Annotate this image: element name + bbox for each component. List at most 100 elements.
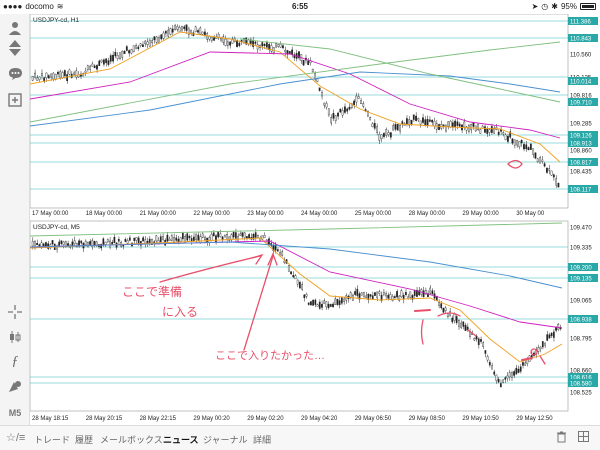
- bot-candle: [453, 313, 456, 321]
- top-candle: [472, 122, 475, 127]
- top-candle: [158, 37, 160, 43]
- bot-candle: [175, 237, 178, 241]
- chart-area[interactable]: USDJPY-cd, H1 111.386110.843110.560110.1…: [30, 14, 600, 425]
- top-candle: [220, 38, 222, 41]
- objects-icon[interactable]: [5, 376, 25, 396]
- top-candle: [405, 118, 408, 125]
- bot-candle: [429, 287, 432, 294]
- top-candle: [254, 41, 257, 44]
- bottom-price-box: [568, 263, 598, 271]
- top-candle: [66, 74, 69, 82]
- person-icon[interactable]: [5, 18, 25, 38]
- top-candle: [339, 108, 342, 113]
- top-candle: [532, 148, 535, 155]
- tab-trade[interactable]: トレード: [34, 435, 71, 445]
- buy-sell-icon[interactable]: [5, 38, 25, 58]
- top-candle: [146, 41, 149, 45]
- top-candle: [465, 126, 468, 131]
- top-candle: [263, 44, 266, 46]
- top-candle: [36, 77, 39, 81]
- bot-candle: [369, 294, 372, 297]
- bot-candle: [442, 307, 445, 313]
- bluetooth-icon: ✱: [551, 2, 558, 11]
- bot-candle: [548, 334, 551, 339]
- top-time-label: 23 May 00:00: [247, 211, 284, 217]
- bot-candle: [385, 293, 387, 297]
- function-icon[interactable]: ƒ: [11, 354, 19, 369]
- bot-candle: [398, 295, 401, 301]
- tab-details[interactable]: 詳細: [253, 435, 272, 445]
- annotation-arrow-1: [159, 255, 261, 283]
- bot-candle: [405, 291, 407, 295]
- top-candle: [137, 46, 140, 49]
- bot-candle: [201, 233, 204, 238]
- favorites-menu-icon[interactable]: ☆/≡: [6, 432, 26, 444]
- top-price-axis: 111.386110.843110.560110.135110.014109.8…: [568, 17, 598, 194]
- bottom-time-label: 29 May 06:50: [355, 416, 392, 422]
- top-chart[interactable]: USDJPY-cd, H1 111.386110.843110.560110.1…: [30, 14, 598, 217]
- top-candle: [96, 65, 98, 70]
- bot-candle: [526, 359, 529, 364]
- tab-history[interactable]: 履歴: [75, 435, 94, 445]
- bot-candle: [307, 302, 310, 305]
- top-candle: [112, 54, 114, 62]
- candlestick-icon[interactable]: [5, 327, 25, 347]
- top-candle: [284, 49, 287, 53]
- trash-icon[interactable]: [556, 431, 567, 446]
- bot-candle: [400, 290, 403, 297]
- top-candle: [513, 139, 516, 146]
- bottom-time-label: 29 May 08:50: [409, 416, 446, 422]
- top-candle: [190, 29, 192, 34]
- bottom-time-label: 29 May 10:50: [462, 416, 499, 422]
- tab-journal[interactable]: ジャーナル: [203, 435, 248, 445]
- bot-candle: [128, 237, 131, 241]
- top-candle: [45, 72, 48, 79]
- top-candle: [419, 120, 422, 125]
- top-candle: [387, 132, 390, 135]
- top-price-label: 110.560: [570, 53, 592, 59]
- bot-candle: [349, 292, 352, 298]
- top-candle: [555, 178, 557, 186]
- grid-icon[interactable]: [578, 431, 589, 445]
- add-chart-icon[interactable]: [5, 90, 25, 110]
- bot-candle: [552, 331, 555, 338]
- bot-candle: [411, 295, 414, 300]
- bot-candle: [263, 235, 266, 239]
- top-candle: [282, 45, 284, 49]
- top-candle: [226, 41, 229, 46]
- top-candle: [40, 73, 43, 76]
- bot-candle: [283, 260, 286, 263]
- bot-candle: [137, 237, 140, 244]
- bot-candle: [391, 296, 394, 302]
- top-candle: [523, 144, 525, 150]
- top-horizontal-lines[interactable]: [30, 20, 568, 190]
- battery-percent: 95%: [560, 2, 577, 11]
- bot-candle: [440, 303, 443, 309]
- bot-candle: [195, 233, 197, 240]
- top-candle: [167, 29, 170, 37]
- timeframe-button[interactable]: M5: [8, 408, 22, 418]
- chat-icon[interactable]: [5, 64, 25, 84]
- top-candle: [412, 114, 415, 120]
- crosshair-icon[interactable]: [5, 302, 25, 322]
- top-candle: [114, 52, 117, 57]
- top-candle: [31, 76, 34, 81]
- top-candle: [431, 119, 434, 123]
- top-candle: [399, 124, 401, 132]
- top-candle: [279, 43, 282, 48]
- top-candle: [550, 170, 553, 176]
- bot-candle: [223, 234, 226, 238]
- top-candle: [231, 38, 234, 44]
- bottom-chart[interactable]: USDJPY-cd, M5 109.470 109.335 109.200 109.1…: [30, 159, 598, 423]
- bot-candle: [226, 234, 228, 240]
- bot-candle: [204, 236, 206, 241]
- top-price-label: 108.435: [570, 170, 592, 176]
- top-candle: [236, 40, 238, 47]
- bot-candle: [186, 233, 189, 241]
- tab-news[interactable]: ニュース: [163, 435, 199, 445]
- bot-candle: [60, 240, 63, 244]
- bot-candle: [188, 236, 191, 239]
- top-symbol-label: USDJPY-cd, H1: [33, 17, 79, 24]
- bot-candle: [133, 237, 136, 241]
- tab-mailbox[interactable]: メールボックス: [100, 435, 163, 445]
